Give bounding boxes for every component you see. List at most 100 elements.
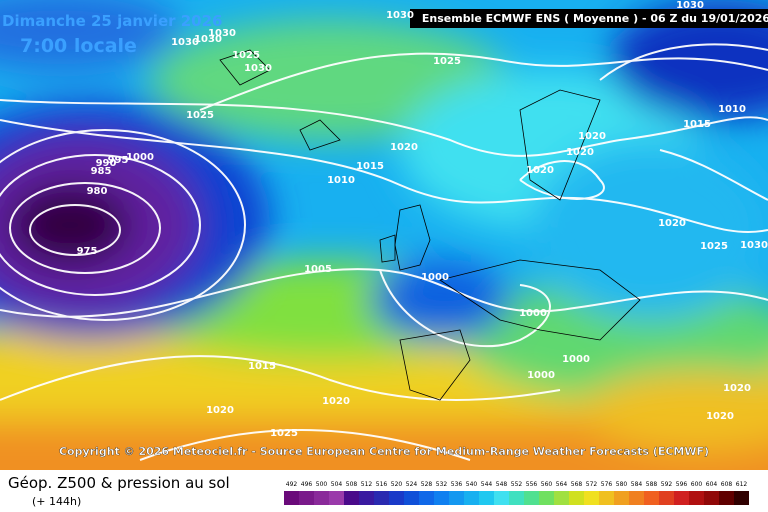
isobar-label: 1025 bbox=[433, 56, 461, 67]
colorbar-swatch bbox=[449, 491, 464, 505]
colorbar-swatch bbox=[389, 491, 404, 505]
footer-title: Géop. Z500 & pression au sol bbox=[8, 474, 230, 492]
colorbar-swatch bbox=[674, 491, 689, 505]
colorbar-label: 512 bbox=[361, 481, 373, 488]
isobar-label: 1030 bbox=[386, 10, 414, 21]
colorbar-swatch bbox=[659, 491, 674, 505]
isobar-label: 1025 bbox=[700, 241, 728, 252]
colorbar-swatch bbox=[284, 491, 299, 505]
date-label: Dimanche 25 janvier 2026 bbox=[2, 12, 223, 30]
isobar-label: 1025 bbox=[270, 428, 298, 439]
colorbar-swatch bbox=[509, 491, 524, 505]
colorbar-label: 552 bbox=[511, 481, 523, 488]
isobar-label: 1030 bbox=[208, 28, 236, 39]
colorbar-label: 536 bbox=[451, 481, 463, 488]
colorbar-label: 520 bbox=[391, 481, 403, 488]
colorbar-label: 524 bbox=[406, 481, 418, 488]
colorbar-label: 540 bbox=[466, 481, 478, 488]
isobar-label: 1015 bbox=[683, 119, 711, 130]
colorbar-swatch bbox=[704, 491, 719, 505]
colorbar-swatch bbox=[689, 491, 704, 505]
isobar-label: 985 bbox=[91, 166, 112, 177]
isobar-label: 1015 bbox=[356, 161, 384, 172]
time-label: 7:00 locale bbox=[20, 35, 137, 57]
isobar-label: 1020 bbox=[390, 142, 418, 153]
isobar-labels: 1030103010301030102510301025102510201015… bbox=[77, 0, 768, 439]
isobar-label: 1020 bbox=[723, 383, 751, 394]
isobar-label: 1020 bbox=[578, 131, 606, 142]
colorbar-label: 492 bbox=[286, 481, 298, 488]
colorbar-swatch bbox=[584, 491, 599, 505]
colorbar-swatch bbox=[524, 491, 539, 505]
colorbar-label: 596 bbox=[676, 481, 688, 488]
isobar-label: 1020 bbox=[566, 147, 594, 158]
colorbar-swatch bbox=[614, 491, 629, 505]
isobar-label: 990 bbox=[96, 158, 117, 169]
colorbar-swatch bbox=[569, 491, 584, 505]
footer-lead: (+ 144h) bbox=[32, 495, 81, 508]
colorbar-swatch bbox=[629, 491, 644, 505]
isobar-label: 1020 bbox=[322, 396, 350, 407]
colorbar-label: 604 bbox=[706, 481, 718, 488]
isobar-label: 1030 bbox=[244, 63, 272, 74]
colorbar-swatch bbox=[494, 491, 509, 505]
colorbar-label: 496 bbox=[301, 481, 313, 488]
colorbar-label: 600 bbox=[691, 481, 703, 488]
colorbar-swatch bbox=[554, 491, 569, 505]
colorbar-swatch bbox=[404, 491, 419, 505]
isobar-label: 1020 bbox=[706, 411, 734, 422]
colorbar-swatch bbox=[734, 491, 749, 505]
colorbar-swatch bbox=[599, 491, 614, 505]
colorbar-label: 576 bbox=[601, 481, 613, 488]
colorbar-swatch bbox=[359, 491, 374, 505]
isobar-label: 1000 bbox=[527, 370, 555, 381]
colorbar-swatch bbox=[314, 491, 329, 505]
isobar-label: 1000 bbox=[126, 152, 154, 163]
isobar-label: 1000 bbox=[562, 354, 590, 365]
isobar-lines bbox=[0, 43, 768, 461]
colorbar-label: 592 bbox=[661, 481, 673, 488]
colorbar-label: 504 bbox=[331, 481, 343, 488]
run-banner bbox=[410, 9, 768, 28]
colorbar: 492 496 500 504 508 512 516 520 524 528 532 536 540 5… bbox=[284, 481, 749, 505]
colorbar-label: 612 bbox=[736, 481, 748, 488]
isobar-label: 1010 bbox=[327, 175, 355, 186]
isobar-label: 995 bbox=[108, 155, 129, 166]
colorbar-swatch bbox=[464, 491, 479, 505]
colorbar-swatch bbox=[329, 491, 344, 505]
colorbar-label: 564 bbox=[556, 481, 568, 488]
copyright: Copyright © 2026 Meteociel.fr - Source E… bbox=[59, 445, 709, 458]
colorbar-label: 516 bbox=[376, 481, 388, 488]
colorbar-label: 608 bbox=[721, 481, 733, 488]
colorbar-swatch bbox=[419, 491, 434, 505]
isobar-label: 1020 bbox=[206, 405, 234, 416]
colorbar-label: 584 bbox=[631, 481, 643, 488]
colorbar-swatch bbox=[719, 491, 734, 505]
isobar-label: 1010 bbox=[718, 104, 746, 115]
isobar-label: 1000 bbox=[519, 308, 547, 319]
colorbar-label: 580 bbox=[616, 481, 628, 488]
isobar-label: 1030 bbox=[171, 37, 199, 48]
isobar-label: 1000 bbox=[421, 272, 449, 283]
colorbar-label: 568 bbox=[571, 481, 583, 488]
isobar-label: 1030 bbox=[676, 0, 704, 11]
run-label: Ensemble ECMWF ENS ( Moyenne ) - 06 Z du… bbox=[422, 12, 768, 25]
colorbar-label: 544 bbox=[481, 481, 493, 488]
colorbar-swatch bbox=[644, 491, 659, 505]
colorbar-swatch bbox=[374, 491, 389, 505]
isobar-label: 975 bbox=[77, 246, 98, 257]
isobar-label: 1020 bbox=[526, 165, 554, 176]
colorbar-swatch bbox=[299, 491, 314, 505]
colorbar-swatch bbox=[479, 491, 494, 505]
colorbar-label: 528 bbox=[421, 481, 433, 488]
colorbar-swatch bbox=[344, 491, 359, 505]
isobar-label: 1015 bbox=[248, 361, 276, 372]
isobar-label: 980 bbox=[87, 186, 108, 197]
isobar-label: 1025 bbox=[232, 50, 260, 61]
coastlines bbox=[219, 49, 641, 401]
colorbar-swatch bbox=[434, 491, 449, 505]
isobar-label: 1030 bbox=[194, 34, 222, 45]
